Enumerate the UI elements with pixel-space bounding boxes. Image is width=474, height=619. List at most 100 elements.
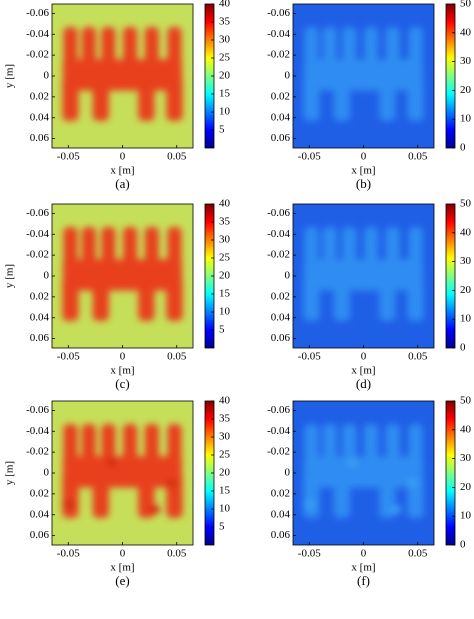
colorbar: [445, 203, 456, 349]
x-tick-label: 0: [120, 151, 126, 163]
colorbar-tick-label: 25: [219, 52, 231, 64]
pattern-part: [149, 505, 161, 514]
x-tick-label: 0.05: [408, 351, 428, 363]
y-tick-label: 0.02: [30, 487, 49, 499]
pattern-part: [303, 276, 320, 321]
x-tick-label: -0.05: [57, 548, 80, 560]
pattern-part: [333, 276, 350, 321]
x-tick-label: 0.05: [408, 548, 428, 560]
colorbar-tick-label: 25: [219, 252, 231, 264]
x-axis-label: x [m]: [110, 562, 134, 574]
pattern-part: [62, 500, 74, 509]
colorbar-tick-label: 10: [219, 306, 231, 318]
y-tick-label: -0.06: [26, 207, 49, 219]
colorbar: [445, 3, 456, 149]
colorbar-tick-label: 10: [460, 510, 472, 522]
panel-label: (e): [115, 573, 129, 588]
pattern-part: [92, 76, 109, 121]
pattern-part: [333, 473, 350, 518]
x-tick-label: 0: [361, 351, 367, 363]
panel: -0.05 0 0.05 -0.06 -0.04 -0.02 0 0.02 0.04 0.06 x …: [267, 0, 471, 191]
colorbar-tick-label: 25: [219, 449, 231, 461]
pattern-part: [390, 505, 402, 514]
colorbar: [445, 400, 456, 546]
x-tick-label: 0: [120, 351, 126, 363]
heatmap: [293, 4, 434, 148]
colorbar-tick-label: 30: [460, 452, 472, 464]
y-axis-label: y [m]: [4, 264, 16, 288]
colorbar-tick-label: 10: [219, 503, 231, 515]
y-tick-label: 0.02: [271, 487, 290, 499]
colorbar-tick-label: 50: [460, 395, 472, 407]
colorbar-tick-label: 30: [460, 255, 472, 267]
y-tick-label: -0.02: [267, 446, 290, 458]
y-tick-label: 0.02: [271, 290, 290, 302]
colorbar-tick-label: 35: [219, 413, 231, 425]
y-axis-label: y [m]: [4, 64, 16, 88]
colorbar-tick-label: 30: [219, 431, 231, 443]
pattern-part: [138, 473, 155, 518]
colorbar-tick-label: 40: [460, 226, 472, 238]
colorbar-tick-label: 40: [219, 198, 231, 210]
pattern-part: [303, 59, 424, 91]
x-tick-label: -0.05: [57, 151, 80, 163]
y-tick-label: 0.02: [30, 90, 49, 102]
y-tick-label: -0.06: [267, 207, 290, 219]
y-tick-label: 0: [285, 70, 291, 82]
y-tick-label: 0: [44, 70, 50, 82]
panel: -0.05 0 0.05 -0.06 -0.04 -0.02 0 0.02 0.04 0.06 x …: [267, 395, 471, 588]
y-tick-label: 0: [285, 270, 291, 282]
panel-label: (a): [115, 176, 129, 191]
x-tick-label: 0: [361, 151, 367, 163]
y-tick-label: 0.02: [30, 290, 49, 302]
colorbar-tick-label: 50: [460, 198, 472, 210]
y-tick-label: -0.06: [267, 404, 290, 416]
y-tick-label: -0.06: [267, 7, 290, 19]
pattern-part: [138, 276, 155, 321]
pattern-part: [303, 500, 315, 509]
heatmap: [52, 204, 193, 348]
colorbar-tick-label: 40: [460, 423, 472, 435]
pattern-part: [379, 473, 396, 518]
pattern-part: [407, 76, 424, 121]
pattern-part: [62, 76, 79, 121]
panel: -0.05 0 0.05 -0.06 -0.04 -0.02 0 0.02 0.04 0.06 x …: [4, 198, 231, 391]
colorbar-tick-label: 5: [219, 124, 225, 136]
y-tick-label: 0.06: [30, 529, 50, 541]
x-axis-label: x [m]: [351, 165, 375, 177]
heatmap: [52, 4, 193, 148]
x-axis-label: x [m]: [110, 165, 134, 177]
y-tick-label: 0.04: [271, 311, 291, 323]
pattern-part: [166, 276, 183, 321]
heatmap-pattern: [62, 226, 183, 321]
y-tick-label: 0.06: [30, 132, 50, 144]
y-tick-label: -0.04: [26, 228, 49, 240]
colorbar-tick-label: 20: [219, 70, 231, 82]
x-tick-label: 0.05: [408, 151, 428, 163]
pattern-part: [333, 76, 350, 121]
x-tick-label: 0.05: [167, 151, 187, 163]
panel-label: (d): [356, 376, 371, 391]
colorbar-tick-label: 20: [460, 284, 472, 296]
pattern-part: [407, 276, 424, 321]
colorbar-tick-label: 30: [219, 34, 231, 46]
pattern-part: [303, 456, 424, 488]
colorbar-tick-label: 20: [460, 84, 472, 96]
colorbar-tick-label: 5: [219, 324, 225, 336]
y-tick-label: 0.04: [30, 508, 50, 520]
pattern-part: [62, 259, 183, 291]
heatmap: [52, 401, 193, 545]
colorbar-tick-label: 40: [460, 26, 472, 38]
x-tick-label: -0.05: [57, 351, 80, 363]
x-tick-label: -0.05: [298, 548, 321, 560]
panel-label: (f): [357, 573, 370, 588]
colorbar-tick-label: 10: [460, 113, 472, 125]
colorbar-tick-label: 50: [460, 0, 472, 10]
pattern-part: [347, 458, 359, 467]
colorbar-tick-label: 40: [219, 395, 231, 407]
heatmap-pattern: [303, 226, 424, 321]
y-tick-label: -0.02: [26, 446, 49, 458]
x-axis-label: x [m]: [110, 365, 134, 377]
heatmap: [293, 204, 434, 348]
